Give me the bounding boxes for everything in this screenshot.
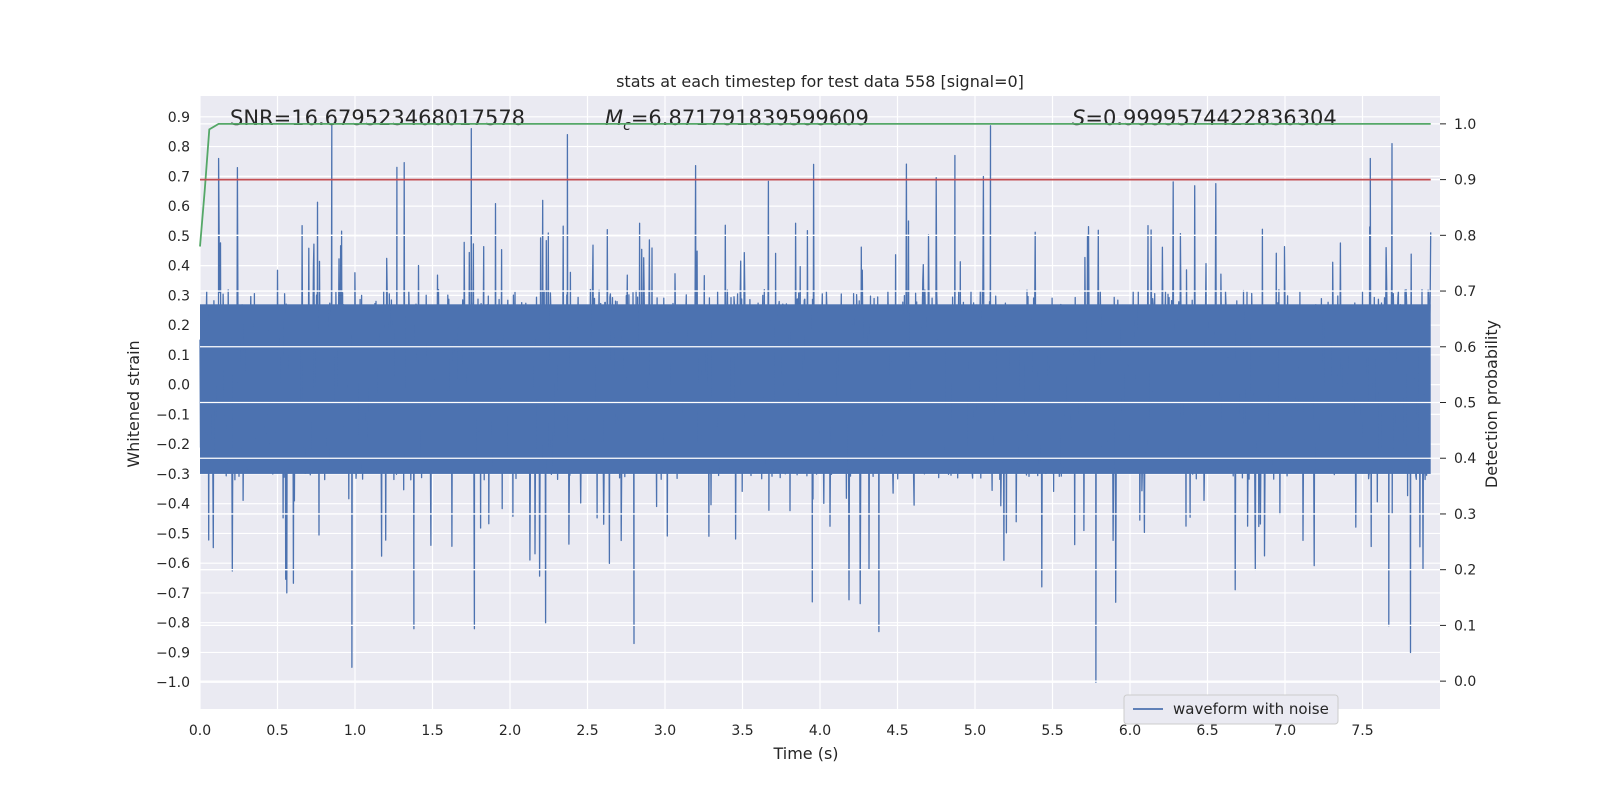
y-tick-label: −0.4 (156, 497, 190, 513)
right-axis-ticks: 1.0 0.9 0.8 0.7 0.6 0.5 0.4 0.3 0.2 0.1 0.0 (1440, 117, 1476, 690)
y-tick-label: −0.7 (156, 586, 190, 602)
waveform-series (199, 125, 1432, 683)
chirp-mass-symbol: M (605, 106, 623, 130)
x-tick-label: 4.0 (809, 723, 831, 739)
y-tick-label: −0.3 (156, 467, 190, 483)
x-axis-ticks: 0.0 0.5 1.0 1.5 2.0 2.5 3.0 3.5 4.0 4.5 5.0 5.5 6.0 6… (189, 723, 1374, 739)
y-tick-label: 0.7 (168, 169, 190, 185)
y-tick-label: 0.2 (168, 318, 190, 334)
probability-series (199, 123, 1431, 247)
right-tick-label: 0.1 (1454, 618, 1476, 634)
x-tick-label: 5.5 (1041, 723, 1063, 739)
y-tick-label: 0.5 (168, 229, 190, 245)
legend-label: waveform with noise (1173, 700, 1329, 718)
score-annotation: S=0.9999574422836304 (1072, 106, 1337, 130)
score-value: =0.9999574422836304 (1085, 106, 1336, 130)
right-tick-label: 0.9 (1454, 173, 1476, 189)
y-tick-label: −0.6 (156, 556, 190, 572)
y-axis-ticks: 0.9 0.8 0.7 0.6 0.5 0.4 0.3 0.2 0.1 0.0 −0.1 −0.2 −0… (156, 110, 190, 691)
y-axis-label: Whitened strain (124, 340, 143, 467)
x-tick-label: 1.0 (344, 723, 366, 739)
y-tick-label: −0.2 (156, 437, 190, 453)
x-tick-label: 2.0 (499, 723, 521, 739)
y-tick-label: 0.6 (168, 199, 190, 215)
y-tick-label: 0.9 (168, 110, 190, 126)
right-tick-label: 0.4 (1454, 451, 1476, 467)
x-tick-label: 4.5 (886, 723, 908, 739)
chirp-mass-subscript: c (623, 118, 631, 134)
x-tick-label: 1.5 (421, 723, 443, 739)
right-tick-label: 0.2 (1454, 563, 1476, 579)
x-tick-label: 7.5 (1351, 723, 1373, 739)
y-tick-label: 0.1 (168, 348, 190, 364)
waveform-line (199, 125, 1432, 683)
y-tick-label: 0.4 (168, 259, 190, 275)
x-tick-label: 7.0 (1274, 723, 1296, 739)
y-tick-label: 0.0 (168, 378, 190, 394)
y-tick-label: −0.9 (156, 645, 190, 661)
right-tick-label: 0.8 (1454, 228, 1476, 244)
y-tick-label: −1.0 (156, 675, 190, 691)
right-tick-label: 0.0 (1454, 674, 1476, 690)
y-tick-label: −0.5 (156, 526, 190, 542)
right-tick-label: 0.6 (1454, 340, 1476, 356)
x-tick-label: 0.5 (266, 723, 288, 739)
x-tick-label: 3.0 (654, 723, 676, 739)
y-tick-label: 0.3 (168, 288, 190, 304)
right-tick-label: 0.3 (1454, 507, 1476, 523)
probability-line (199, 123, 1431, 247)
x-tick-label: 5.0 (964, 723, 986, 739)
legend: waveform with noise (1123, 694, 1339, 725)
right-tick-label: 0.7 (1454, 284, 1476, 300)
chart-title: stats at each timestep for test data 558… (616, 72, 1024, 91)
right-tick-label: 0.5 (1454, 396, 1476, 412)
y-tick-label: −0.8 (156, 616, 190, 632)
right-axis-label: Detection probability (1482, 320, 1501, 488)
y-tick-label: 0.8 (168, 140, 190, 156)
score-symbol: S (1072, 106, 1085, 130)
legend-box (1123, 694, 1339, 725)
x-tick-label: 2.5 (576, 723, 598, 739)
snr-annotation: SNR=16.679523468017578 (230, 106, 525, 130)
chirp-mass-annotation: Mc=6.871791839599609 (605, 106, 869, 134)
x-tick-label: 0.0 (189, 723, 211, 739)
x-tick-label: 3.5 (731, 723, 753, 739)
x-tick-label: 6.5 (1196, 723, 1218, 739)
chirp-mass-value: =6.871791839599609 (631, 106, 869, 130)
y-tick-label: −0.1 (156, 407, 190, 423)
x-axis-label: Time (s) (772, 744, 838, 763)
x-tick-label: 6.0 (1119, 723, 1141, 739)
right-tick-label: 1.0 (1454, 117, 1476, 133)
